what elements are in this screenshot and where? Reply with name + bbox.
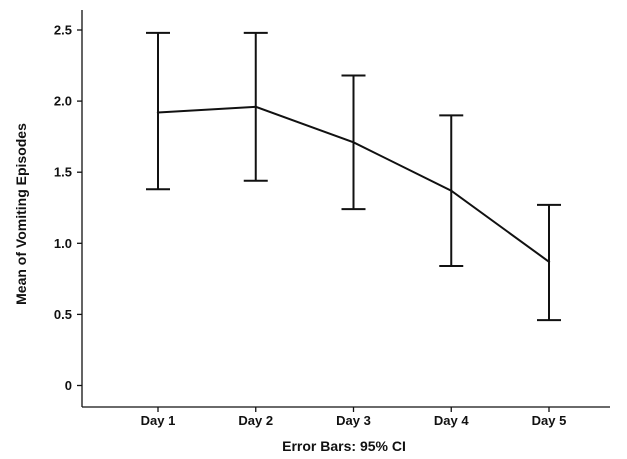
y-tick-label: 0.5 [54,307,72,322]
data-point [254,105,257,108]
data-point [156,111,160,114]
x-axis-title: Error Bars: 95% CI [282,438,406,454]
x-tick-label: Day 1 [141,413,176,428]
x-tick-label: Day 4 [434,413,469,428]
y-tick-label: 1.5 [54,165,72,180]
data-point [450,189,453,192]
y-tick-label: 2.5 [54,23,72,38]
data-point [547,260,551,263]
y-tick-label: 2.0 [54,94,72,109]
x-tick-label: Day 5 [532,413,567,428]
y-tick-label: 0 [65,378,72,393]
y-axis-title: Mean of Vomiting Episodes [13,123,29,305]
series [156,105,551,263]
tick-labels: 0 0.5 1.0 1.5 2.0 2.5 Day 1 Day 2 Day 3 Day 4 Day … [54,23,566,429]
error-bars [146,31,561,322]
y-tick-label: 1.0 [54,236,72,251]
x-tick-label: Day 3 [336,413,371,428]
x-tick-label: Day 2 [238,413,273,428]
data-point [352,141,355,144]
axes [77,10,610,412]
